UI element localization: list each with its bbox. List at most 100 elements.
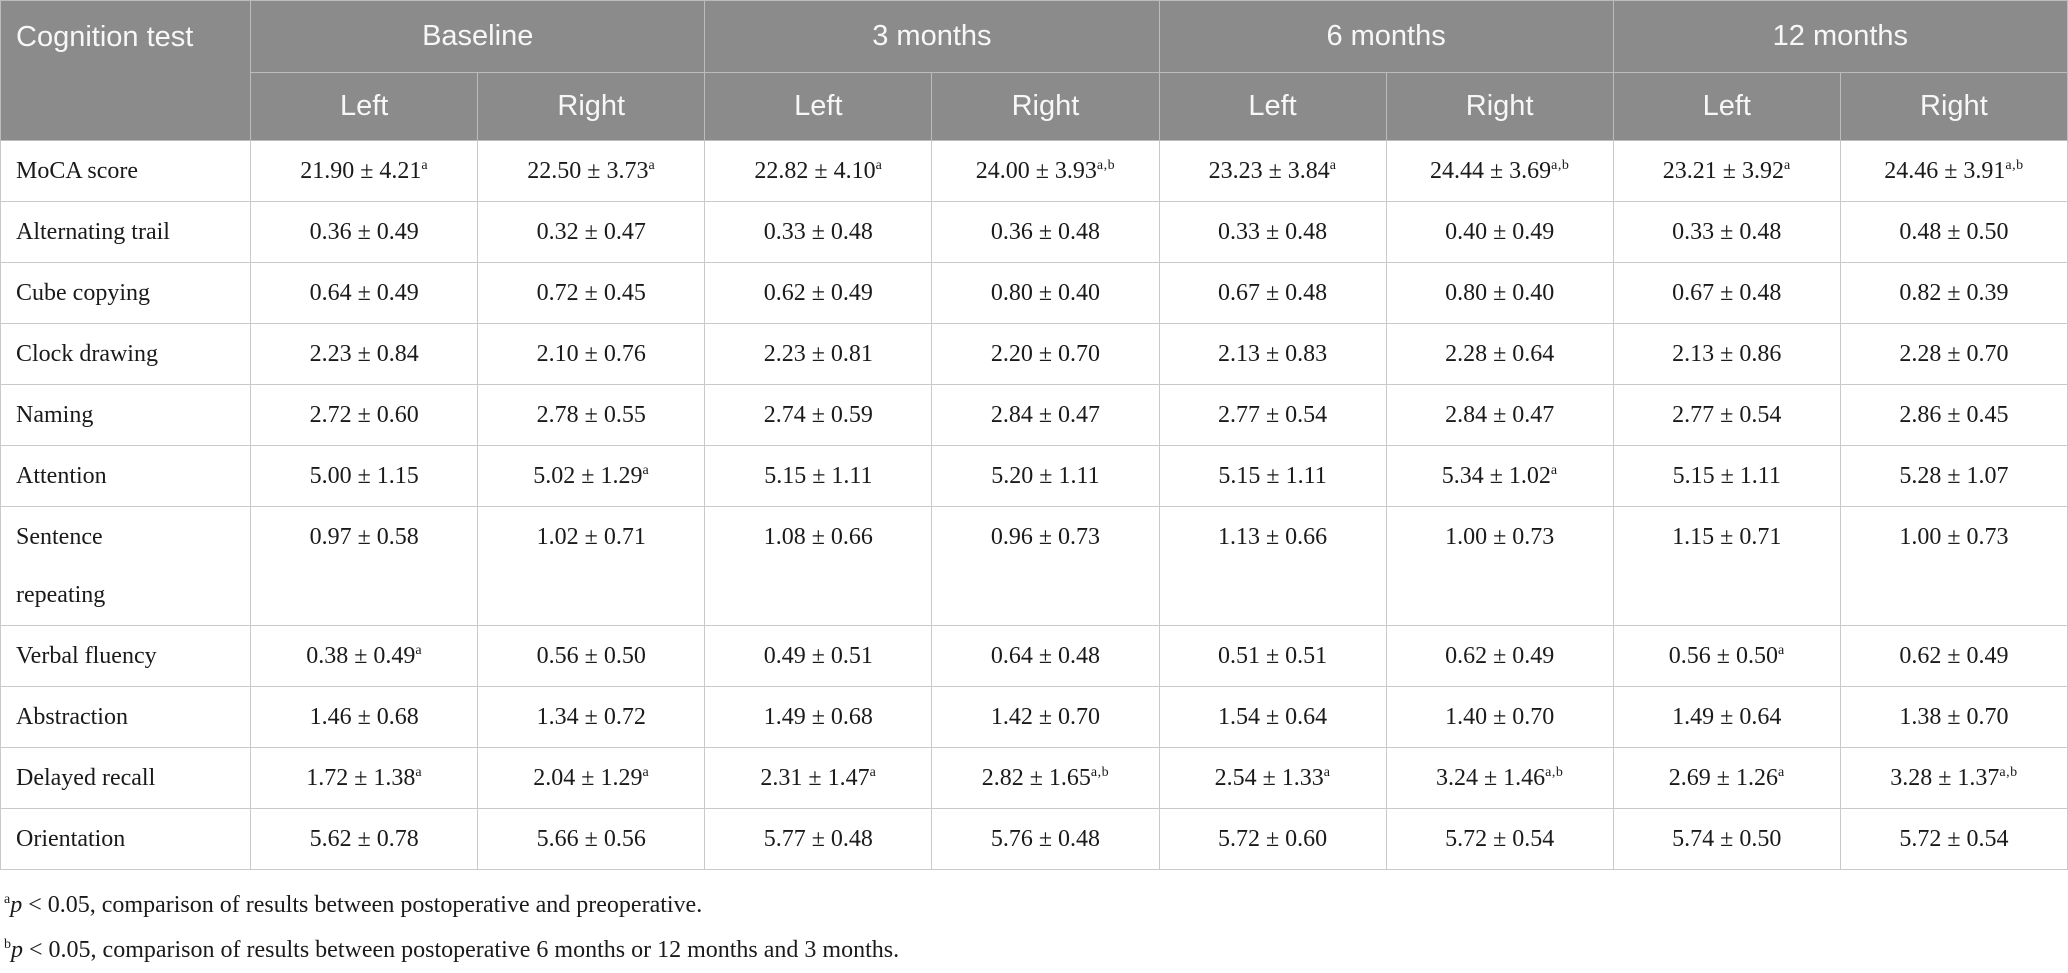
cell-value: 0.62 ± 0.49 xyxy=(1899,643,2009,669)
value-cell: 2.86 ± 0.45 xyxy=(1839,384,2068,446)
value-cell: 2.78 ± 0.55 xyxy=(477,384,706,446)
significance-superscript: a xyxy=(1777,643,1785,658)
value-cell: 1.49 ± 0.68 xyxy=(704,686,933,748)
value-cell: 0.33 ± 0.48 xyxy=(1612,201,1841,263)
footnote-a-superscript: a xyxy=(4,892,11,907)
cell-value: 0.67 ± 0.48 xyxy=(1217,280,1328,306)
value-cell: 5.77 ± 0.48 xyxy=(704,808,933,870)
cell-value: 1.42 ± 0.70 xyxy=(990,704,1101,730)
period-header-6-months: 6 months xyxy=(1158,0,1614,73)
cell-value: 24.46 ± 3.91 xyxy=(1884,158,2006,184)
table-body: MoCA score 21.90 ± 4.21a 22.50 ± 3.73a 22.8… xyxy=(0,140,2068,870)
table-row: Naming 2.72 ± 0.60 2.78 ± 0.55 2.74 ± 0.59 2… xyxy=(0,384,2068,446)
cell-value: 3.28 ± 1.37 xyxy=(1890,765,2000,791)
cell-value: 0.72 ± 0.45 xyxy=(536,280,646,306)
significance-superscript: a xyxy=(1329,158,1337,173)
cell-value: 1.34 ± 0.72 xyxy=(536,704,646,730)
cell-value: 2.84 ± 0.47 xyxy=(990,402,1101,428)
value-cell: 0.80 ± 0.40 xyxy=(1385,262,1614,324)
footnote-a-text: < 0.05, comparison of results between po… xyxy=(22,892,703,918)
cell-value: 2.54 ± 1.33 xyxy=(1214,765,1324,791)
cell-value: 22.82 ± 4.10 xyxy=(754,158,876,184)
cell-value: 23.21 ± 3.92 xyxy=(1662,158,1784,184)
value-cell: 2.84 ± 0.47 xyxy=(1385,384,1614,446)
cell-value: 2.77 ± 0.54 xyxy=(1217,402,1328,428)
value-cell: 2.28 ± 0.64 xyxy=(1385,323,1614,385)
cell-value: 0.49 ± 0.51 xyxy=(763,643,873,669)
cell-value: 0.38 ± 0.49 xyxy=(306,643,416,669)
value-cell: 5.02 ± 1.29a xyxy=(477,445,706,507)
value-cell: 0.80 ± 0.40 xyxy=(931,262,1160,324)
cell-value: 2.31 ± 1.47 xyxy=(760,765,870,791)
cell-value: 1.54 ± 0.64 xyxy=(1217,704,1328,730)
value-cell: 5.76 ± 0.48 xyxy=(931,808,1160,870)
cell-value: 5.77 ± 0.48 xyxy=(763,826,873,852)
value-cell: 5.28 ± 1.07 xyxy=(1839,445,2068,507)
value-cell: 0.72 ± 0.45 xyxy=(477,262,706,324)
table-row: Abstraction 1.46 ± 0.68 1.34 ± 0.72 1.49 ± … xyxy=(0,686,2068,748)
row-label: Orientation xyxy=(0,808,252,870)
cell-value: 5.66 ± 0.56 xyxy=(536,826,646,852)
cell-value: 0.51 ± 0.51 xyxy=(1217,643,1328,669)
period-header-baseline: Baseline xyxy=(250,0,706,73)
side-header-12mo-left: Left xyxy=(1612,72,1841,141)
row-label: Delayed recall xyxy=(0,747,252,809)
cell-value: 2.10 ± 0.76 xyxy=(536,341,646,367)
value-cell: 1.08 ± 0.66 xyxy=(704,506,933,626)
row-label: Clock drawing xyxy=(0,323,252,385)
cell-value: 5.28 ± 1.07 xyxy=(1899,463,2009,489)
cell-value: 1.13 ± 0.66 xyxy=(1217,524,1328,550)
cell-value: 2.23 ± 0.81 xyxy=(763,341,873,367)
significance-superscript: a xyxy=(421,158,429,173)
cell-value: 1.00 ± 0.73 xyxy=(1445,524,1555,550)
value-cell: 2.77 ± 0.54 xyxy=(1612,384,1841,446)
value-cell: 22.82 ± 4.10a xyxy=(704,140,933,202)
table-row: Alternating trail 0.36 ± 0.49 0.32 ± 0.47 0… xyxy=(0,201,2068,263)
cell-value: 23.23 ± 3.84 xyxy=(1208,158,1330,184)
value-cell: 0.82 ± 0.39 xyxy=(1839,262,2068,324)
side-header-12mo-right: Right xyxy=(1839,72,2068,141)
value-cell: 5.72 ± 0.54 xyxy=(1839,808,2068,870)
footnote-b-p-symbol: p xyxy=(11,937,23,963)
value-cell: 2.31 ± 1.47a xyxy=(704,747,933,809)
significance-superscript: a,b xyxy=(1096,158,1116,173)
cell-value: 2.84 ± 0.47 xyxy=(1445,402,1555,428)
cell-value: 0.36 ± 0.48 xyxy=(990,219,1101,245)
footnote-a: ap < 0.05, comparison of results between… xyxy=(4,883,2068,928)
cell-value: 0.82 ± 0.39 xyxy=(1899,280,2009,306)
value-cell: 0.38 ± 0.49a xyxy=(250,625,479,687)
cell-value: 5.74 ± 0.50 xyxy=(1672,826,1782,852)
value-cell: 0.62 ± 0.49 xyxy=(704,262,933,324)
value-cell: 0.56 ± 0.50 xyxy=(477,625,706,687)
value-cell: 0.36 ± 0.49 xyxy=(250,201,479,263)
cell-value: 0.36 ± 0.49 xyxy=(309,219,419,245)
corner-header-cognition-test: Cognition test xyxy=(0,0,252,141)
cell-value: 1.49 ± 0.64 xyxy=(1672,704,1782,730)
cell-value: 5.00 ± 1.15 xyxy=(309,463,419,489)
value-cell: 5.72 ± 0.60 xyxy=(1158,808,1387,870)
cell-value: 2.72 ± 0.60 xyxy=(309,402,419,428)
value-cell: 5.66 ± 0.56 xyxy=(477,808,706,870)
footnote-b-text: < 0.05, comparison of results between po… xyxy=(23,937,900,963)
value-cell: 0.97 ± 0.58 xyxy=(250,506,479,626)
row-label: Abstraction xyxy=(0,686,252,748)
cell-value: 5.15 ± 1.11 xyxy=(1218,463,1327,489)
cell-value: 0.56 ± 0.50 xyxy=(1668,643,1778,669)
value-cell: 1.00 ± 0.73 xyxy=(1839,506,2068,626)
side-header-6mo-right: Right xyxy=(1385,72,1614,141)
significance-superscript: a xyxy=(1783,158,1791,173)
footnote-b-superscript: b xyxy=(4,937,11,952)
table-row: Attention 5.00 ± 1.15 5.02 ± 1.29a 5.15 ± 1… xyxy=(0,445,2068,507)
significance-superscript: a xyxy=(648,158,656,173)
cell-value: 5.72 ± 0.54 xyxy=(1899,826,2009,852)
cell-value: 2.82 ± 1.65 xyxy=(981,765,1091,791)
significance-superscript: a,b xyxy=(1090,765,1110,780)
cell-value: 0.62 ± 0.49 xyxy=(1445,643,1555,669)
significance-superscript: a,b xyxy=(1545,765,1564,780)
value-cell: 1.72 ± 1.38a xyxy=(250,747,479,809)
value-cell: 1.15 ± 0.71 xyxy=(1612,506,1841,626)
table-row: Sentence repeating 0.97 ± 0.58 1.02 ± 0.71… xyxy=(0,506,2068,626)
row-label: Verbal fluency xyxy=(0,625,252,687)
value-cell: 3.24 ± 1.46a,b xyxy=(1385,747,1614,809)
significance-superscript: a xyxy=(875,158,883,173)
